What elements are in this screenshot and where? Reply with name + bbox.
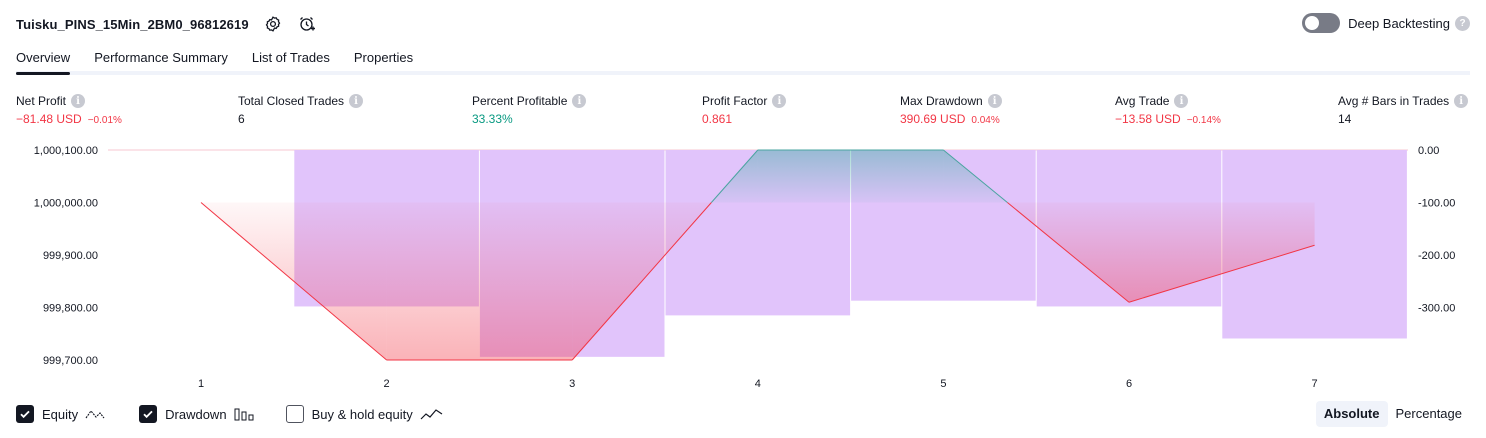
info-icon[interactable]: i	[772, 94, 787, 108]
toggle-knob	[1305, 16, 1320, 30]
metric-value: 6	[238, 112, 245, 126]
metric-max-drawdown: Max Drawdown i 390.69 USD 0.04%	[900, 93, 1002, 128]
drawdown-bars-icon	[234, 407, 256, 421]
left-axis-tick: 999,900.00	[43, 250, 98, 262]
deep-backtesting-control: Deep Backtesting ?	[1302, 13, 1470, 33]
info-icon[interactable]: i	[349, 94, 364, 108]
metric-label: Max Drawdown	[900, 94, 983, 108]
checkbox-checked-icon[interactable]	[16, 405, 34, 423]
x-axis-tick: 7	[1312, 378, 1318, 390]
equity-area-negative	[1129, 202, 1315, 303]
x-axis-tick: 4	[755, 378, 761, 390]
metric-label: Total Closed Trades	[238, 94, 345, 108]
metric-label: Percent Profitable	[472, 94, 568, 108]
report-tabs: Overview Performance Summary List of Tra…	[16, 45, 1470, 75]
equity-line-segment	[711, 149, 759, 203]
left-axis-tick: 999,800.00	[43, 303, 98, 315]
settings-icon[interactable]	[263, 14, 283, 34]
percentage-button[interactable]: Percentage	[1395, 406, 1463, 421]
tab-performance-summary[interactable]: Performance Summary	[94, 50, 228, 65]
left-axis-tick: 999,700.00	[43, 355, 98, 367]
right-axis-tick: -300.00	[1418, 303, 1455, 315]
strategy-header: Tuisku_PINS_15Min_2BM0_96812619	[16, 12, 317, 36]
add-alert-icon[interactable]	[297, 14, 317, 34]
equity-area-negative	[386, 202, 573, 360]
tab-properties[interactable]: Properties	[353, 50, 414, 65]
right-axis-tick: 0.00	[1418, 145, 1439, 157]
deep-backtesting-toggle[interactable]	[1302, 13, 1341, 33]
tab-list-of-trades[interactable]: List of Trades	[251, 50, 330, 65]
equity-chart[interactable]: 1,000,100.00 1,000,000.00 999,900.00 999,80…	[0, 138, 1486, 400]
metric-value: 0.861	[702, 112, 733, 126]
info-icon[interactable]: i	[987, 94, 1002, 108]
info-icon[interactable]: i	[572, 94, 587, 108]
left-axis-tick: 1,000,100.00	[34, 145, 98, 157]
x-axis-tick: 1	[198, 378, 204, 390]
metric-value: −81.48 USD	[16, 112, 82, 126]
left-axis-tick: 1,000,000.00	[34, 198, 98, 210]
metric-net-profit: Net Profit i −81.48 USD −0.01%	[16, 93, 122, 128]
legend-label: Buy & hold equity	[311, 406, 413, 422]
tab-overview[interactable]: Overview	[16, 45, 71, 75]
help-icon[interactable]: ?	[1455, 15, 1470, 31]
metric-profit-factor: Profit Factor i 0.861	[702, 93, 787, 128]
legend-buy-hold[interactable]: Buy & hold equity	[285, 405, 444, 423]
info-icon[interactable]: i	[1454, 94, 1469, 108]
x-axis-tick: 3	[569, 378, 575, 390]
metric-total-closed-trades: Total Closed Trades i 6	[238, 93, 364, 128]
absolute-button[interactable]: Absolute	[1315, 401, 1388, 427]
metric-value: 390.69 USD	[900, 112, 966, 126]
metric-value: 33.33%	[472, 112, 513, 126]
chart-legend: Equity Drawdown Buy & hold equity	[16, 403, 474, 425]
right-axis-tick: -100.00	[1418, 198, 1455, 210]
info-icon[interactable]: i	[71, 94, 86, 108]
metric-value: −13.58 USD	[1115, 112, 1181, 126]
legend-label: Drawdown	[165, 406, 227, 422]
legend-label: Equity	[42, 406, 79, 422]
metric-value: 14	[1338, 112, 1352, 126]
x-axis-tick: 6	[1126, 378, 1132, 390]
equity-line-segment	[200, 202, 387, 361]
metric-avg-trade: Avg Trade i −13.58 USD −0.14%	[1115, 93, 1221, 128]
legend-equity[interactable]: Equity	[16, 405, 109, 423]
metric-label: Avg Trade	[1115, 94, 1170, 108]
checkbox-unchecked-icon[interactable]	[285, 405, 304, 423]
metric-label: Avg # Bars in Trades	[1338, 94, 1450, 108]
value-mode-switch: Absolute Percentage	[1315, 401, 1470, 427]
buy-hold-line-icon	[420, 407, 444, 421]
strategy-name: Tuisku_PINS_15Min_2BM0_96812619	[16, 16, 249, 32]
equity-line-segment	[1128, 244, 1315, 303]
right-axis-tick: -200.00	[1418, 250, 1455, 262]
equity-chart-svg: 1,000,100.00 1,000,000.00 999,900.00 999,80…	[34, 145, 1456, 390]
equity-line-segment	[1007, 202, 1130, 303]
x-axis-tick: 2	[384, 378, 390, 390]
metric-avg-bars: Avg # Bars in Trades i 14	[1338, 93, 1469, 128]
equity-line-segment	[571, 202, 712, 361]
metric-label: Net Profit	[16, 94, 67, 108]
metric-percent: 0.04%	[971, 115, 1000, 126]
deep-backtesting-label: Deep Backtesting	[1348, 15, 1450, 31]
metric-label: Profit Factor	[702, 94, 768, 108]
equity-line-icon	[85, 407, 109, 421]
info-icon[interactable]: i	[1174, 94, 1189, 108]
metric-percent: −0.14%	[1186, 115, 1221, 126]
metric-percent: −0.01%	[87, 115, 122, 126]
checkbox-checked-icon[interactable]	[139, 405, 158, 423]
equity-line-segment	[943, 149, 1008, 203]
metric-percent-profitable: Percent Profitable i 33.33%	[472, 93, 587, 128]
equity-area-positive	[757, 150, 944, 203]
legend-drawdown[interactable]: Drawdown	[139, 405, 255, 423]
x-axis-tick: 5	[940, 378, 946, 390]
